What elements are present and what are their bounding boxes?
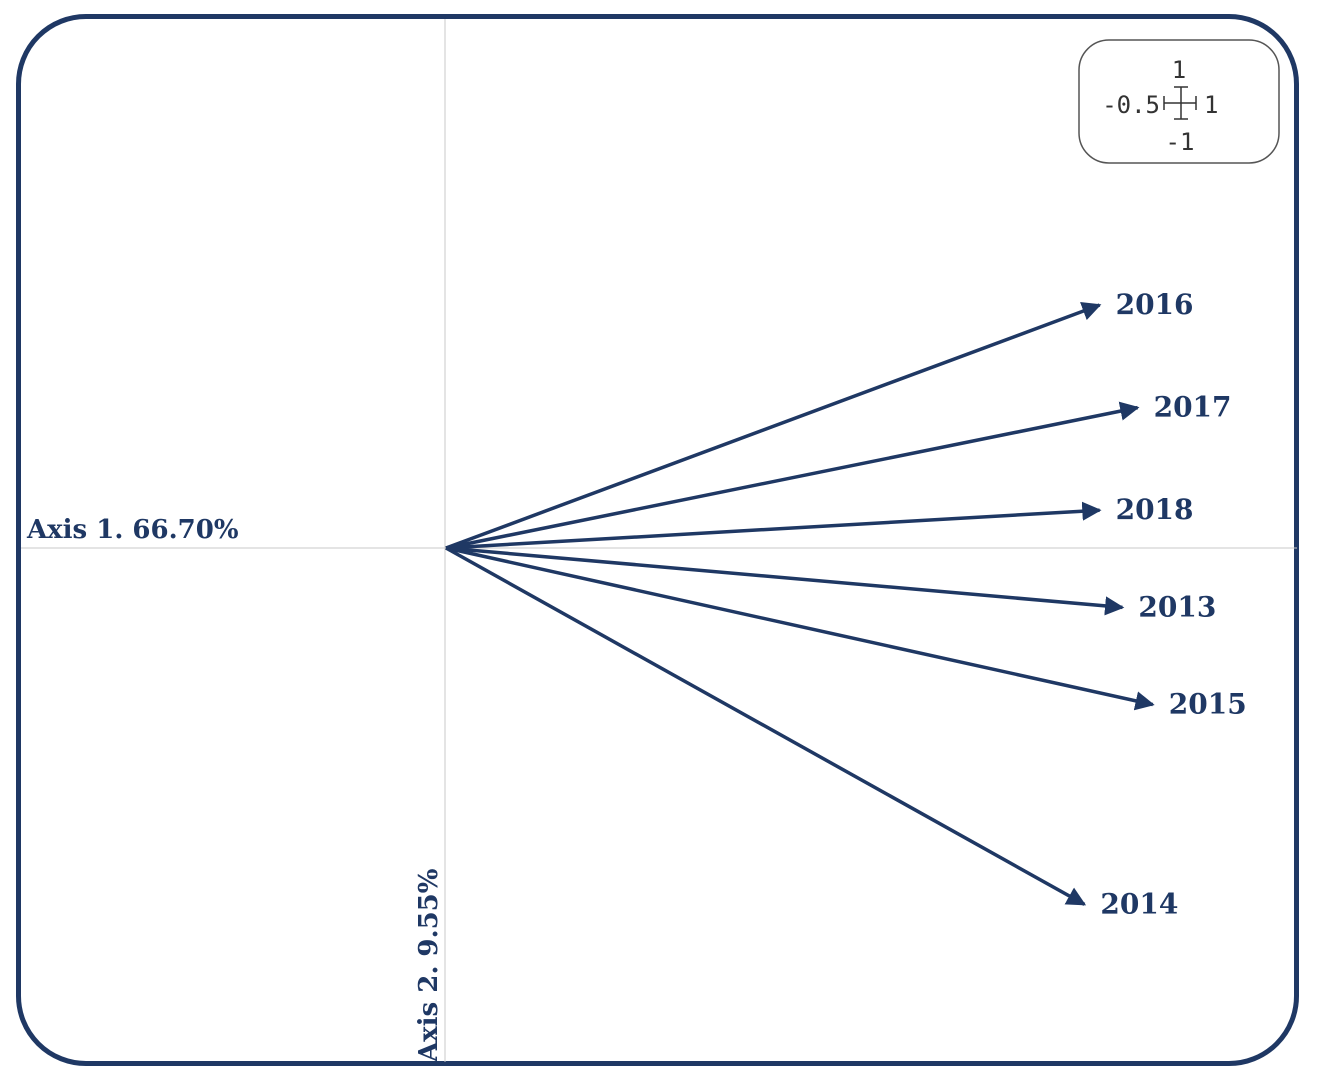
vector-arrow-2013 [445, 546, 1125, 616]
vector-arrow-2016 [445, 302, 1102, 550]
vector-arrow-2018 [445, 501, 1102, 550]
chart-frame [16, 14, 1299, 1066]
x-axis-label: Axis 1. 66.70% [26, 515, 239, 545]
vector-label-2018: 2018 [1116, 493, 1194, 526]
y-axis-label: Axis 2. 9.55% [414, 868, 444, 1063]
scale-bottom-label: -1 [1166, 128, 1195, 156]
vector-label-2014: 2014 [1100, 887, 1178, 920]
vector-label-2017: 2017 [1154, 391, 1232, 424]
scale-legend: 1 -0.5 1 -1 [1078, 39, 1280, 164]
vector-arrow-2014 [445, 546, 1087, 906]
vector-label-2015: 2015 [1169, 688, 1247, 721]
scale-left-label: -0.5 [1102, 91, 1160, 119]
vector-label-2016: 2016 [1116, 288, 1194, 321]
scale-right-label: 1 [1204, 91, 1218, 119]
vector-label-2013: 2013 [1138, 590, 1216, 623]
scale-legend-box [1078, 39, 1280, 164]
scale-cross-icon [1163, 86, 1197, 120]
vector-arrow-2015 [445, 546, 1155, 711]
vector-arrow-2017 [445, 401, 1140, 550]
vector-group: 2016 2017 2018 2013 2015 2014 [445, 288, 1247, 920]
scale-top-label: 1 [1172, 56, 1186, 84]
